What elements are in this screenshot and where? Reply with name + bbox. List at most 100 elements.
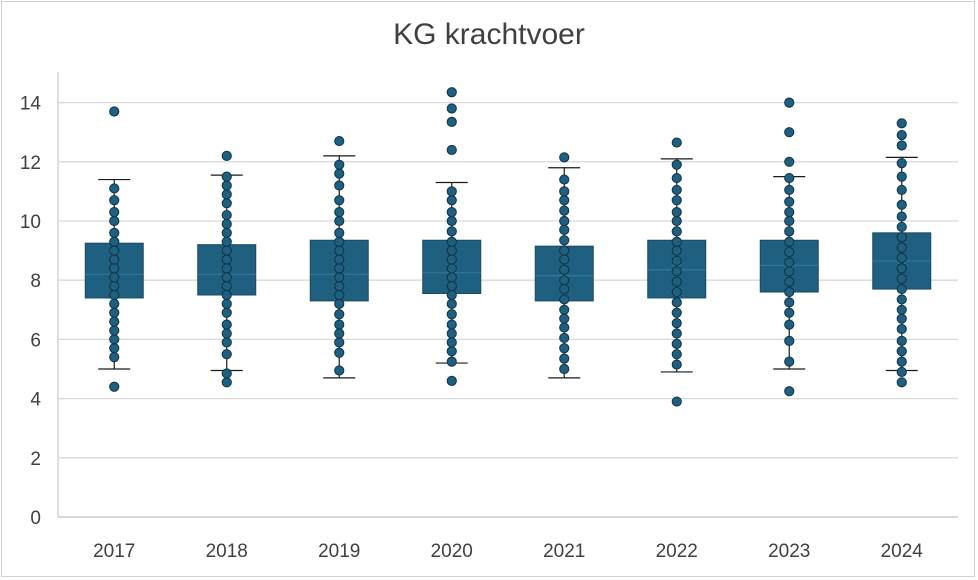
data-point: [334, 245, 345, 256]
data-point: [896, 171, 907, 182]
data-point: [221, 289, 232, 301]
data-point: [446, 207, 457, 218]
x-tick-label: 2020: [431, 541, 473, 562]
y-tick-label: 14: [20, 94, 42, 115]
data-point: [559, 283, 570, 295]
data-point: [446, 356, 457, 367]
data-point: [446, 103, 457, 114]
data-point: [896, 377, 907, 388]
data-point: [784, 335, 795, 346]
data-point: [784, 257, 795, 268]
data-point: [896, 232, 907, 243]
data-point: [671, 276, 682, 287]
x-tick-label: 2018: [206, 541, 248, 562]
data-point: [671, 207, 682, 218]
data-point: [896, 140, 907, 151]
data-point: [559, 174, 570, 185]
data-point: [784, 215, 795, 227]
data-point: [109, 245, 120, 256]
data-point: [784, 97, 795, 108]
x-tick-label: 2021: [543, 541, 585, 562]
data-point: [784, 276, 795, 287]
y-tick-label: 8: [30, 271, 41, 292]
data-point: [109, 263, 120, 274]
data-point: [559, 152, 570, 163]
data-point: [559, 363, 570, 375]
data-point: [896, 366, 907, 378]
data-point: [559, 186, 570, 197]
data-point: [446, 281, 457, 292]
data-point: [334, 263, 345, 274]
data-point: [446, 298, 457, 309]
data-point: [221, 198, 232, 209]
data-point: [109, 289, 120, 301]
data-point: [559, 195, 570, 206]
data-point: [221, 307, 232, 318]
y-tick-label: 10: [20, 212, 41, 233]
data-point: [896, 294, 907, 305]
data-point: [784, 356, 795, 367]
data-point: [671, 307, 682, 318]
data-point: [559, 275, 570, 286]
data-point: [671, 328, 682, 339]
data-point: [221, 236, 232, 247]
data-point: [446, 226, 457, 237]
data-point: [784, 246, 795, 258]
data-point: [784, 286, 795, 298]
x-tick-label: 2017: [93, 541, 135, 562]
data-point: [109, 298, 120, 309]
data-point: [446, 116, 457, 127]
data-point: [784, 196, 795, 207]
data-point: [221, 337, 232, 348]
data-point: [896, 335, 907, 346]
data-point: [896, 242, 907, 253]
data-point: [896, 323, 907, 335]
data-point: [896, 356, 907, 367]
data-point: [671, 255, 682, 267]
data-point: [671, 359, 682, 370]
data-point: [559, 235, 570, 246]
data-point: [896, 273, 907, 284]
data-point: [334, 215, 345, 227]
data-point: [671, 286, 682, 298]
data-point: [559, 313, 570, 324]
data-point: [334, 272, 345, 283]
data-point: [221, 368, 232, 379]
data-point: [671, 245, 682, 256]
data-point: [559, 294, 570, 305]
data-point: [334, 328, 345, 339]
data-point: [446, 272, 457, 283]
data-point: [896, 313, 907, 324]
data-point: [671, 396, 682, 407]
data-point: [446, 245, 457, 256]
data-point: [896, 304, 907, 315]
data-point: [221, 281, 232, 292]
data-point: [896, 221, 907, 233]
data-point: [221, 227, 232, 238]
data-point: [784, 172, 795, 184]
data-point: [109, 334, 120, 345]
data-point: [559, 254, 570, 265]
data-point: [671, 338, 682, 349]
data-point: [784, 156, 795, 167]
data-point: [446, 87, 457, 98]
data-point: [334, 254, 345, 265]
data-point: [109, 183, 120, 194]
data-point: [896, 158, 907, 169]
data-point: [671, 184, 682, 196]
data-point: [109, 272, 120, 283]
data-point: [559, 215, 570, 227]
data-point: [109, 195, 120, 206]
data-point: [446, 337, 457, 348]
data-point: [671, 266, 682, 277]
x-tick-label: 2022: [656, 541, 698, 562]
x-tick-label: 2019: [318, 541, 360, 562]
data-point: [221, 272, 232, 283]
data-point: [671, 172, 682, 184]
data-point: [334, 207, 345, 218]
data-point: [221, 377, 232, 388]
data-point: [559, 205, 570, 216]
data-point: [896, 211, 907, 222]
y-tick-label: 2: [30, 449, 41, 470]
